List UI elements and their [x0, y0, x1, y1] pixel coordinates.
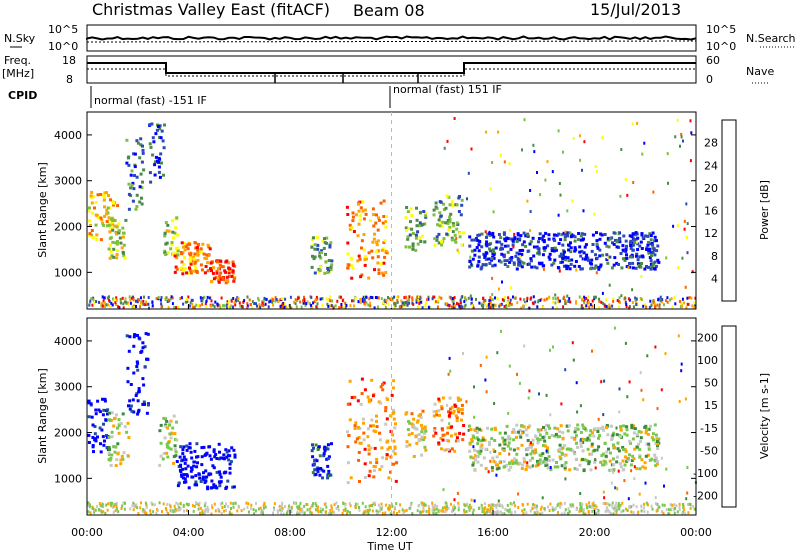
power-colorbar-tick: 8 [711, 250, 718, 263]
power-region [468, 231, 661, 271]
nsky-panel: N.Sky 10^5 10^0 10^5 10^0 N.Search [4, 23, 796, 53]
power-ytick-label: 4000 [54, 129, 82, 142]
time-axis: 00:00 04:00 08:00 12:00 16:00 20:00 00:00 [71, 304, 712, 539]
power-ytick-label: 3000 [54, 175, 82, 188]
plot-title: Christmas Valley East (fitACF) [92, 0, 330, 19]
velocity-heatmap [87, 326, 697, 516]
nsky-label: N.Sky [4, 32, 36, 45]
velocity-ylabel: Slant Range [km] [36, 368, 49, 464]
velocity-colorbar-tick: -200 [693, 490, 718, 503]
velocity-ytick-label: 2000 [54, 427, 82, 440]
nave-series [87, 68, 696, 77]
power-colorbar-tick: 12 [704, 227, 718, 240]
nsky-series [86, 35, 697, 41]
xtick-label: 08:00 [274, 526, 306, 539]
freq-panel: Freq. [MHz] 18 8 60 0 Nave [2, 54, 774, 86]
nsky-tick-high: 10^5 [48, 23, 78, 36]
cpid-second: normal (fast) 151 IF [393, 83, 502, 96]
velocity-region [158, 414, 179, 467]
velocity-region [125, 332, 150, 416]
power-region [87, 190, 120, 242]
xtick-label: 12:00 [376, 526, 408, 539]
freq-tick-low: 8 [66, 73, 73, 86]
velocity-colorbar-label: Velocity [m s-1] [758, 373, 771, 459]
power-ytick-label: 2000 [54, 221, 82, 234]
freq-unit-label: [MHz] [2, 67, 34, 80]
velocity-ytick-label: 4000 [54, 335, 82, 348]
velocity-colorbar-tick: -15 [700, 422, 718, 435]
cpid-label: CPID [8, 89, 37, 102]
power-region [404, 206, 428, 252]
cpid-row: CPID normal (fast) -151 IF normal (fast)… [8, 83, 502, 108]
power-region [107, 217, 128, 260]
power-panel: 4000 3000 2000 1000 Slant Range [km] 28 24 20… [36, 111, 771, 310]
velocity-colorbar-tick: -100 [693, 467, 718, 480]
power-region [345, 199, 389, 280]
velocity-region [404, 409, 428, 458]
nave-tick-low: 0 [706, 73, 713, 86]
power-colorbar-tick: 4 [711, 272, 718, 285]
velocity-region [175, 442, 237, 491]
nsearch-series [86, 40, 697, 43]
power-region [310, 235, 334, 275]
nave-label: Nave [746, 65, 774, 78]
velocity-colorbar-tick: 200 [697, 331, 718, 344]
power-colorbar-tick: 28 [704, 137, 718, 150]
power-region [125, 137, 146, 211]
nsearch-label: N.Search [746, 32, 796, 45]
date-label: 15/Jul/2013 [590, 0, 681, 19]
xtick-label: 00:00 [71, 526, 103, 539]
velocity-ytick-label: 3000 [54, 381, 82, 394]
velocity-region [467, 423, 661, 473]
velocity-colorbar-tick: 50 [704, 377, 718, 390]
power-ground-scatter [88, 117, 697, 310]
freq-tick-high: 18 [62, 54, 76, 67]
beam-label: Beam 08 [353, 1, 425, 20]
nave-tick-high: 60 [706, 54, 720, 67]
velocity-ground-scatter [87, 326, 697, 516]
freq-label: Freq. [4, 54, 31, 67]
xtick-label: 16:00 [477, 526, 509, 539]
power-region [432, 194, 466, 247]
velocity-colorbar-tick: 100 [697, 354, 718, 367]
nsky-tick-low: 10^0 [48, 40, 78, 53]
power-colorbar-tick: 16 [704, 205, 718, 218]
velocity-region [432, 396, 466, 453]
velocity-panel: 4000 3000 2000 1000 Slant Range [km] 200 100… [36, 317, 771, 516]
velocity-region [107, 411, 131, 468]
power-colorbar: 28 24 20 16 12 8 4 [704, 119, 737, 302]
xtick-label: 20:00 [579, 526, 611, 539]
velocity-region [346, 377, 399, 485]
power-region [148, 122, 166, 184]
cpid-first: normal (fast) -151 IF [94, 94, 207, 107]
power-ytick-label: 1000 [54, 266, 82, 279]
velocity-colorbar-tick: -50 [700, 444, 718, 457]
freq-series [87, 62, 696, 74]
power-region [163, 216, 180, 257]
velocity-ytick-label: 1000 [54, 472, 82, 485]
xaxis-label: Time UT [366, 540, 412, 553]
power-ylabel: Slant Range [km] [36, 162, 49, 258]
power-region [173, 241, 212, 276]
velocity-region [87, 397, 111, 454]
power-colorbar-label: Power [dB] [758, 180, 771, 240]
velocity-colorbar-tick: 15 [704, 399, 718, 412]
xtick-label: 00:00 [680, 526, 712, 539]
xtick-label: 04:00 [173, 526, 205, 539]
velocity-colorbar: 200 100 50 15 -15 -50 -100 -200 [693, 325, 737, 508]
nsearch-tick-low: 10^0 [706, 40, 736, 53]
velocity-region [310, 442, 333, 480]
power-region [209, 259, 237, 285]
power-colorbar-tick: 20 [704, 182, 718, 195]
power-colorbar-tick: 24 [704, 159, 718, 172]
nsearch-tick-high: 10^5 [706, 23, 736, 36]
